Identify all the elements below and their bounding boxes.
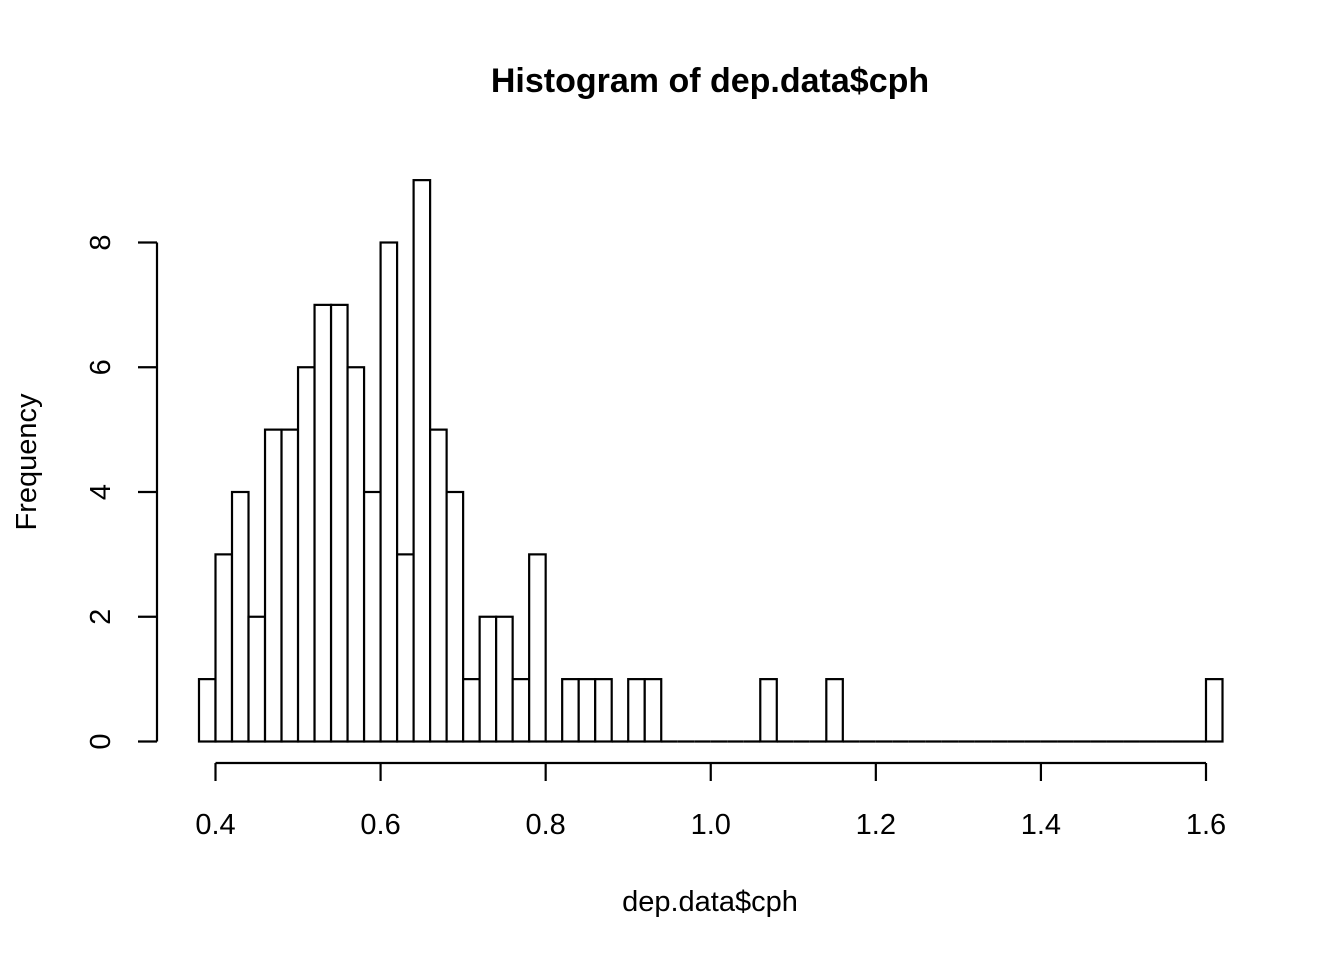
x-tick-label: 1.0 — [691, 809, 731, 841]
x-tick-label: 0.4 — [195, 809, 235, 841]
histogram-bar — [313, 303, 333, 743]
y-axis-label: Frequency — [11, 393, 43, 531]
y-tick-label: 4 — [85, 484, 117, 500]
x-tick-label: 1.6 — [1186, 809, 1226, 841]
x-tick-label: 0.6 — [360, 809, 400, 841]
histogram-bar — [561, 678, 580, 743]
histogram-bar — [230, 490, 250, 743]
x-tick-label: 1.2 — [856, 809, 896, 841]
x-tick-label: 1.4 — [1021, 809, 1061, 841]
histogram-bar — [1204, 678, 1224, 743]
histogram-bar — [247, 615, 267, 743]
histogram-bar — [643, 678, 663, 743]
histogram-bar — [379, 241, 399, 743]
histogram-bar — [329, 303, 349, 743]
histogram-bar — [445, 490, 465, 743]
y-tick-label: 2 — [85, 609, 117, 625]
histogram-bar — [197, 678, 217, 743]
histogram-bar — [395, 553, 415, 743]
bars-group — [197, 179, 1224, 743]
histogram-bar — [462, 678, 481, 743]
histogram-bar — [495, 615, 514, 743]
histogram-bar — [627, 678, 646, 743]
x-tick-label: 0.8 — [526, 809, 566, 841]
histogram-bar — [429, 428, 448, 743]
histogram-bar — [296, 366, 316, 743]
histogram-bar — [280, 428, 300, 743]
y-tick-label: 6 — [85, 359, 117, 375]
histogram-bar — [511, 678, 531, 743]
chart-title: Histogram of dep.data$cph — [491, 62, 929, 100]
histogram-bar — [528, 553, 547, 743]
histogram-bar — [346, 366, 366, 743]
histogram-bar — [825, 678, 844, 743]
y-axis: 0 2 4 6 8 — [85, 234, 159, 750]
histogram-bar — [263, 428, 283, 743]
histogram-bar — [478, 615, 498, 743]
x-axis: 0.4 0.6 0.8 1.0 1.2 1.4 1.6 — [195, 761, 1226, 841]
x-axis-label: dep.data$cph — [622, 886, 798, 918]
histogram-bar — [577, 678, 597, 743]
histogram-bar — [362, 490, 382, 743]
histogram-bar — [759, 678, 778, 743]
histogram-bar — [594, 678, 613, 743]
histogram-bar — [412, 179, 432, 743]
y-tick-label: 8 — [85, 234, 117, 250]
histogram-bar — [214, 553, 234, 743]
y-tick-label: 0 — [85, 733, 117, 749]
